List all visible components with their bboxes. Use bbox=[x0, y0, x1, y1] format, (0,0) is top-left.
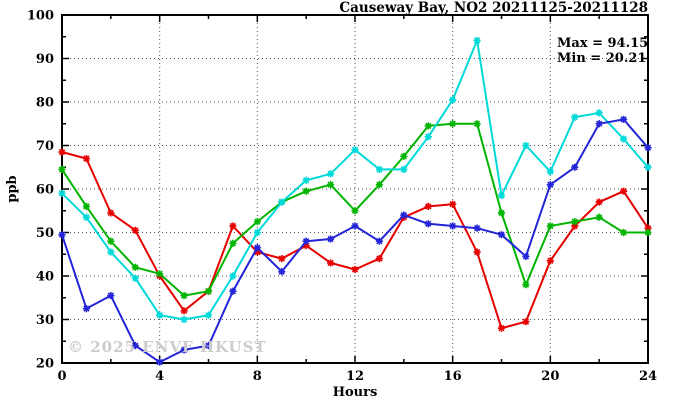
series-blue bbox=[58, 115, 652, 366]
y-tick-label-50: 50 bbox=[36, 226, 54, 241]
plot-border bbox=[61, 14, 649, 364]
x-tick-label-4: 4 bbox=[155, 369, 164, 384]
y-tick-label-30: 30 bbox=[36, 313, 54, 328]
gridlines bbox=[62, 15, 648, 363]
series-red-markers bbox=[58, 148, 652, 332]
series-green-markers bbox=[58, 120, 652, 300]
chart-labels: Causeway Bay, NO2 20211125-20211128 Max … bbox=[5, 0, 648, 400]
watermark: © 2025 ENVF HKUST bbox=[68, 338, 267, 356]
data-series bbox=[58, 36, 652, 366]
y-tick-label-100: 100 bbox=[27, 9, 54, 24]
x-tick-label-0: 0 bbox=[57, 369, 66, 384]
series-blue-markers bbox=[58, 115, 652, 366]
series-cyan-markers bbox=[58, 36, 652, 324]
x-tick-label-8: 8 bbox=[253, 369, 262, 384]
x-tick-label-16: 16 bbox=[444, 369, 462, 384]
y-tick-label-20: 20 bbox=[36, 357, 54, 372]
y-tick-label-70: 70 bbox=[36, 139, 54, 154]
series-green bbox=[58, 120, 652, 300]
x-tick-label-20: 20 bbox=[541, 369, 559, 384]
max-annotation: Max = 94.15 bbox=[557, 36, 648, 51]
series-cyan bbox=[58, 36, 652, 324]
min-annotation: Min = 20.21 bbox=[557, 51, 646, 66]
y-axis-label: ppb bbox=[5, 175, 20, 202]
axis-ticks: 0 4 8 12 16 20 24 20 30 40 50 60 70 80 90 100 bbox=[27, 9, 657, 385]
y-tick-label-90: 90 bbox=[36, 52, 54, 67]
y-tick-label-60: 60 bbox=[36, 183, 54, 198]
chart-title: Causeway Bay, NO2 20211125-20211128 bbox=[339, 0, 648, 16]
x-tick-label-12: 12 bbox=[346, 369, 364, 384]
x-axis-label: Hours bbox=[333, 385, 378, 400]
x-tick-label-24: 24 bbox=[639, 369, 657, 384]
y-tick-label-80: 80 bbox=[36, 96, 54, 111]
y-tick-label-40: 40 bbox=[36, 270, 54, 285]
